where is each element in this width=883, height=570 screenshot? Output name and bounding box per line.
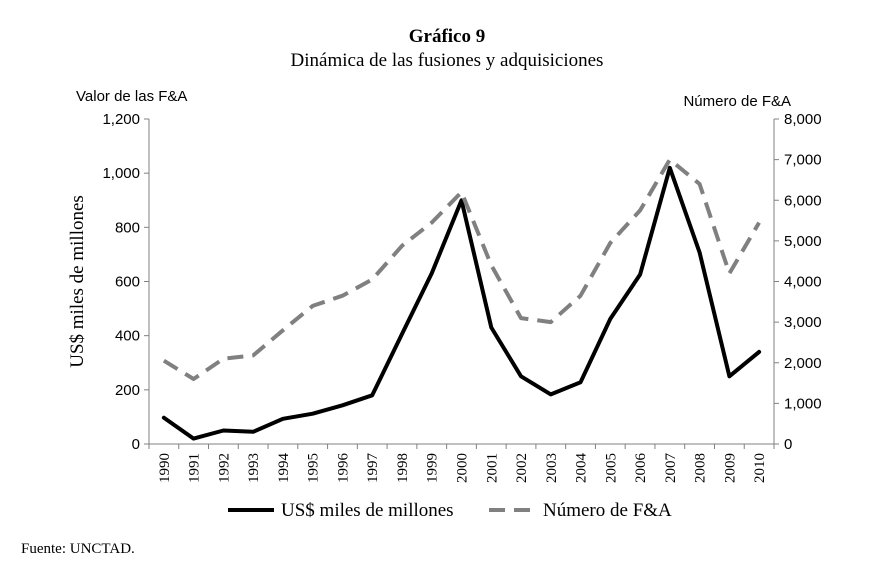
x-axis-tick-label: 1993 xyxy=(246,453,262,483)
left-axis-caption: Valor de las F&A xyxy=(76,88,187,105)
x-axis-tick-label: 2010 xyxy=(752,453,768,483)
legend-label-value: US$ miles de millones xyxy=(281,500,454,521)
right-axis-tick-label: 4,000 xyxy=(784,274,822,291)
right-axis-tick-label: 7,000 xyxy=(784,152,822,169)
x-axis-tick-label: 2004 xyxy=(574,453,590,484)
x-axis-tick-label: 2000 xyxy=(455,453,471,483)
x-axis-tick-label: 1995 xyxy=(306,453,322,483)
right-axis-tick-label: 6,000 xyxy=(784,192,822,209)
x-axis-tick-label: 1991 xyxy=(187,453,203,483)
right-axis-tick-label: 3,000 xyxy=(784,314,822,331)
left-axis-tick-label: 600 xyxy=(115,274,140,291)
x-axis-tick-label: 1992 xyxy=(216,453,232,483)
x-axis-tick-label: 2006 xyxy=(633,453,649,484)
left-axis-tick-label: 1,200 xyxy=(102,111,140,128)
x-axis-tick-label: 1999 xyxy=(425,453,441,483)
right-axis-tick-label: 8,000 xyxy=(784,111,822,128)
left-axis-tick-label: 0 xyxy=(132,436,140,453)
left-axis-tick-label: 1,000 xyxy=(102,165,140,182)
x-axis-tick-label: 2001 xyxy=(484,453,500,483)
x-axis-tick-label: 1996 xyxy=(335,453,351,484)
x-axis-tick-label: 1997 xyxy=(365,453,381,484)
left-axis-tick-label: 800 xyxy=(115,219,140,236)
left-axis-tick-label: 200 xyxy=(115,382,140,399)
chart-title: Gráfico 9 xyxy=(408,26,486,47)
x-axis-tick-label: 2007 xyxy=(663,453,679,484)
chart-subtitle: Dinámica de las fusiones y adquisiciones xyxy=(290,50,604,71)
x-axis-tick-label: 1990 xyxy=(157,453,173,483)
x-axis-tick-label: 2005 xyxy=(603,453,619,483)
right-axis-tick-label: 0 xyxy=(784,436,792,453)
right-axis-tick-label: 5,000 xyxy=(784,233,822,250)
right-axis-caption: Número de F&A xyxy=(683,93,791,110)
source-note: Fuente: UNCTAD. xyxy=(21,541,135,557)
x-axis-tick-label: 1994 xyxy=(276,453,292,484)
x-axis-tick-label: 2008 xyxy=(693,453,709,483)
right-axis-tick-label: 2,000 xyxy=(784,355,822,372)
legend-label-number: Número de F&A xyxy=(543,500,672,521)
left-axis-tick-label: 400 xyxy=(115,328,140,345)
x-axis-tick-label: 2003 xyxy=(544,453,560,483)
series-line-value xyxy=(161,165,762,441)
x-axis-tick-label: 1998 xyxy=(395,453,411,483)
series-line-number xyxy=(162,157,761,381)
x-axis-tick-label: 2002 xyxy=(514,453,530,483)
right-axis-tick-label: 1,000 xyxy=(784,395,822,412)
x-axis-tick-label: 2009 xyxy=(722,453,738,483)
left-axis-label: US$ miles de millones xyxy=(67,195,88,368)
